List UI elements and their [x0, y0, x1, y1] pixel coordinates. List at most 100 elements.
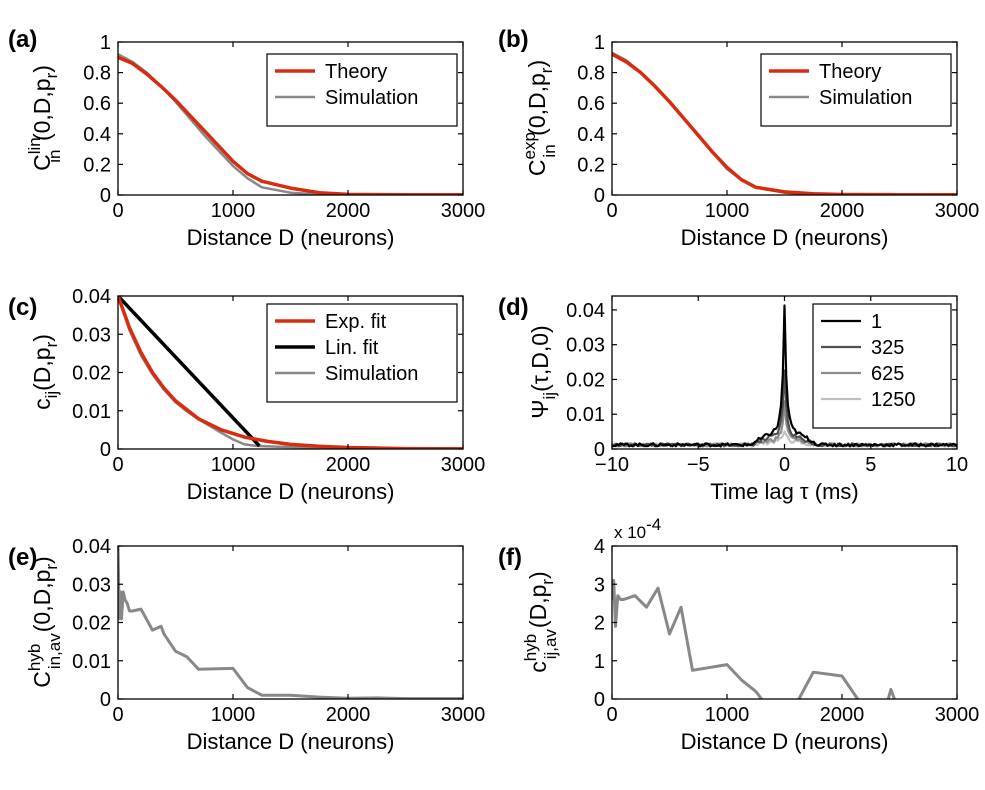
legend-box — [266, 53, 458, 127]
y-tick-label: 4 — [594, 536, 605, 558]
ylabel-sup: exp — [520, 132, 539, 159]
ylabel-base: c — [29, 398, 55, 410]
y-axis-label: chybij,av(D,pr) — [521, 571, 560, 672]
series-line-theory — [118, 55, 463, 195]
ylabel-args: (D,p — [29, 347, 55, 390]
series-line — [612, 578, 897, 699]
series-line — [118, 546, 463, 699]
multiplier-base: x 10 — [614, 523, 646, 542]
series-line-1 — [612, 304, 957, 448]
y-tick-label: 0.4 — [577, 124, 605, 146]
x-tick-label: 1000 — [211, 454, 256, 476]
x-tick-label: 1000 — [211, 200, 256, 222]
y-tick-label: 0.8 — [577, 63, 605, 85]
legend-label: 1250 — [871, 389, 916, 411]
y-tick-label: 0 — [594, 689, 605, 711]
x-tick-label: 3000 — [935, 200, 980, 222]
y-tick-label: 0.02 — [566, 369, 605, 391]
ylabel-args-post: ) — [524, 60, 550, 68]
x-tick-label: 3000 — [441, 200, 486, 222]
y-axis-label-text: Chybin,av(0,D,pr) — [25, 556, 64, 687]
y-axis-label: cij(D,pr) — [29, 334, 61, 410]
y-axis-label-text: Cexpin (0,D,pr) — [520, 60, 559, 176]
x-tick-label: −5 — [687, 454, 710, 476]
ylabel-args-post: ) — [29, 556, 55, 564]
x-tick-label: 2000 — [820, 200, 865, 222]
y-axis-label-text: Ψij(τ,D,0) — [527, 325, 559, 418]
y-tick-label: 0 — [100, 439, 111, 461]
ylabel-args-sub: r — [537, 67, 556, 73]
x-tick-label: 2000 — [326, 200, 371, 222]
y-tick-label: 0.2 — [83, 154, 111, 176]
panel-label: (d) — [498, 294, 529, 321]
plot-frame — [117, 545, 464, 700]
x-tick-label: 10 — [946, 454, 968, 476]
panel-f: (f) 0 1000 2000 3000 0 1 2 3 4 x 10-4 Distance D (n… — [498, 515, 979, 754]
ylabel-base: c — [525, 661, 551, 673]
plot-frame — [611, 545, 958, 700]
series-line-exp-fit — [118, 296, 463, 449]
plot-frame — [117, 41, 464, 196]
y-tick-label: 0 — [100, 689, 111, 711]
ylabel-args: (0,D,p — [29, 78, 55, 141]
legend-label: Lin. fit — [325, 337, 379, 359]
panel-e: (e) 0 1000 2000 3000 0 0.01 0.02 0.03 0.04 Distanc… — [8, 536, 485, 754]
x-tick-label: 0 — [606, 704, 617, 726]
legend-box — [760, 53, 952, 127]
x-tick-label: 5 — [865, 454, 876, 476]
y-tick-label: 0.02 — [72, 613, 111, 635]
y-axis-label: Chybin,av(0,D,pr) — [25, 556, 64, 687]
ylabel-sub: ij,av — [541, 629, 560, 660]
ylabel-args-sub: r — [42, 341, 61, 347]
y-axis-label: Clinin (0,D,pr) — [25, 65, 64, 171]
y-tick-label: 0.04 — [72, 286, 111, 308]
legend-label: Exp. fit — [325, 311, 387, 333]
ylabel-args-post: ) — [29, 65, 55, 73]
x-axis-label: Distance D (neurons) — [187, 729, 395, 754]
x-axis-label: Distance D (neurons) — [187, 225, 395, 250]
panel-c: (c) 0 1000 2000 3000 0 0.01 0.02 0.03 0.04 Distanc… — [8, 286, 485, 504]
x-tick-label: −10 — [595, 454, 629, 476]
x-tick-label: 0 — [112, 704, 123, 726]
y-axis-label-text: Clinin (0,D,pr) — [25, 65, 64, 171]
ylabel-base: C — [29, 671, 55, 688]
legend: Exp. fit Lin. fit Simulation — [266, 303, 458, 403]
plot-frame — [611, 41, 958, 196]
y-tick-label: 1 — [594, 651, 605, 673]
series-group — [118, 546, 463, 699]
y-tick-label: 0.4 — [83, 124, 111, 146]
x-tick-label: 0 — [112, 200, 123, 222]
y-tick-label: 0.04 — [566, 300, 605, 322]
x-tick-label: 2000 — [326, 704, 371, 726]
x-tick-label: 1000 — [705, 704, 750, 726]
legend: 1 325 625 1250 — [812, 303, 952, 429]
ylabel-args-sub: r — [42, 72, 61, 78]
ylabel-args-post: ) — [525, 571, 551, 579]
y-tick-label: 0 — [100, 185, 111, 207]
y-tick-label: 0.6 — [83, 93, 111, 115]
panel-label: (a) — [8, 26, 37, 53]
y-tick-label: 0.02 — [72, 363, 111, 385]
y-tick-label: 0.2 — [577, 154, 605, 176]
ylabel-sup: hyb — [521, 634, 540, 661]
legend-label: Theory — [325, 61, 387, 83]
series-group — [612, 304, 957, 448]
legend-label: Simulation — [325, 363, 418, 385]
ylabel-sup: hyb — [25, 644, 44, 671]
x-tick-label: 3000 — [441, 454, 486, 476]
panel-label: (e) — [8, 544, 37, 571]
ylabel-sub: ij — [540, 392, 559, 400]
x-tick-label: 1000 — [211, 704, 256, 726]
legend-label: 325 — [871, 337, 904, 359]
legend-label: Simulation — [819, 87, 912, 109]
y-tick-label: 0.01 — [72, 651, 111, 673]
y-axis-label-text: chybij,av(D,pr) — [521, 571, 560, 672]
ylabel-sub: in — [45, 150, 64, 163]
legend-label: 625 — [871, 363, 904, 385]
ylabel-args: (0,D,p — [524, 73, 550, 136]
series-line-lin-fit — [118, 296, 261, 448]
ylabel-base: Ψ — [527, 399, 553, 418]
panel-a: (a) 0 1000 2000 3000 0 0.2 0.4 0.6 0.8 1 Distance D… — [8, 26, 485, 250]
panel-label: (f) — [498, 544, 522, 571]
panel-d: (d) −10 −5 0 5 10 0 0.01 0.02 0.03 0.04 Time lag τ … — [498, 294, 968, 504]
